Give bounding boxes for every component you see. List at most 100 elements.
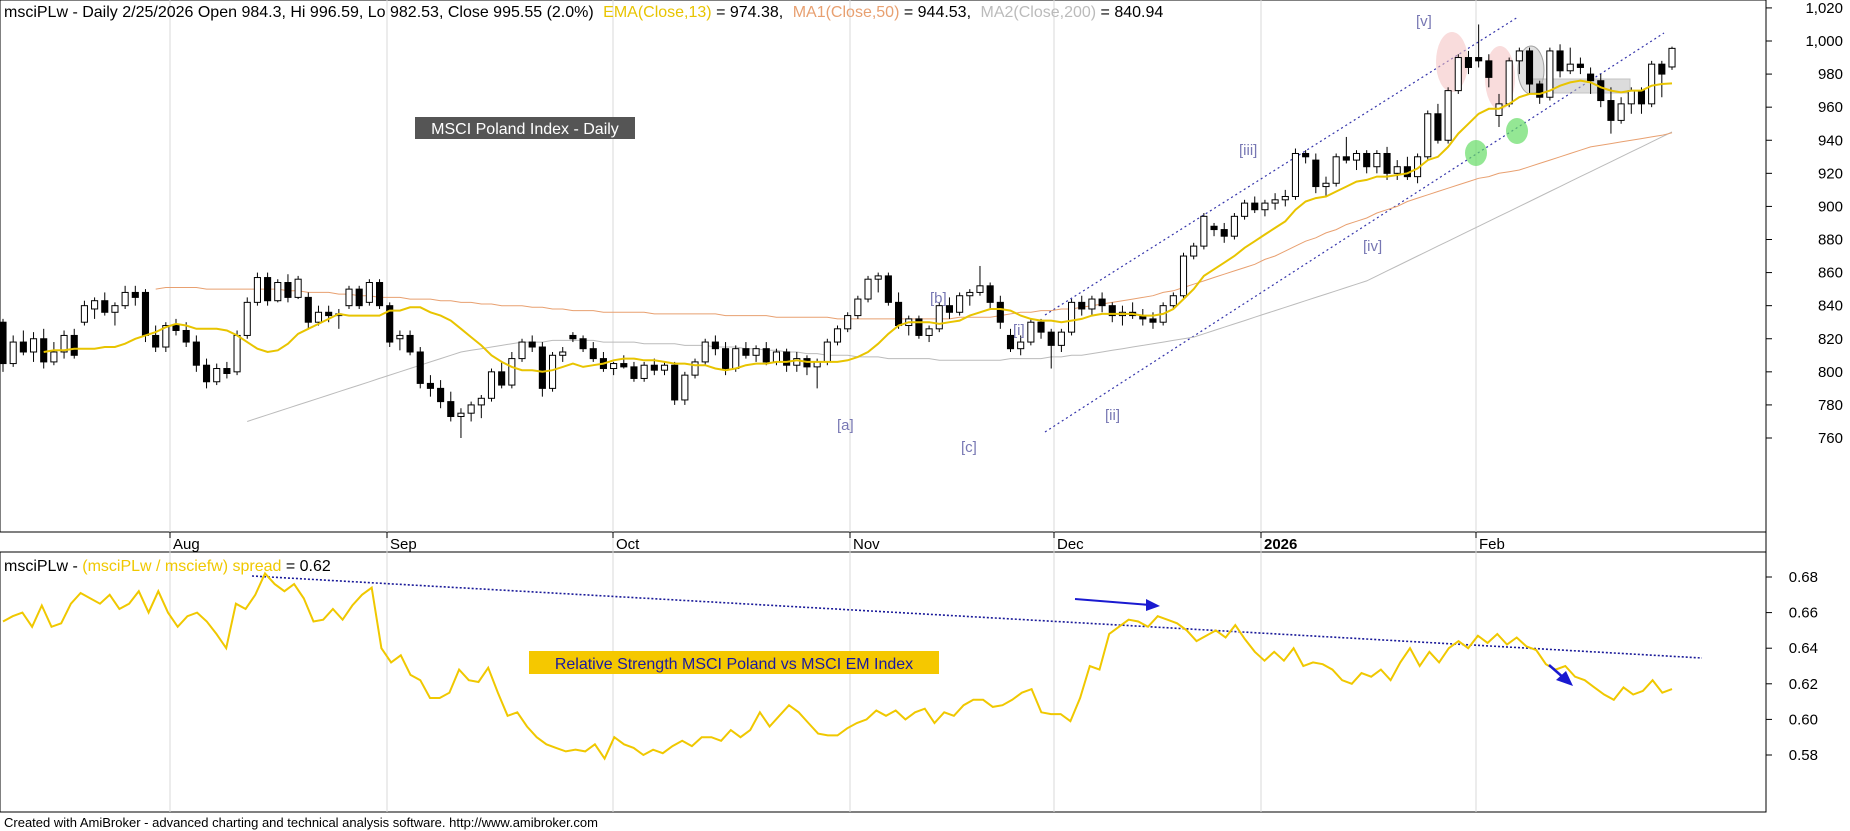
candlesticks — [0, 24, 1676, 438]
candle-body-down — [1363, 152, 1371, 168]
candle — [1241, 199, 1249, 220]
y-tick-label: 0.66 — [1789, 605, 1818, 622]
candle — [152, 325, 160, 352]
candle-body-up — [956, 295, 964, 313]
candle-body-up — [559, 351, 567, 356]
candle-body-up — [640, 364, 648, 379]
candle — [29, 332, 38, 362]
candle-body-up — [1017, 341, 1025, 350]
candle-body-down — [355, 288, 363, 307]
candle-body-down — [895, 301, 903, 327]
candle-body-down — [325, 311, 333, 317]
candle-body-down — [528, 341, 536, 348]
candle — [884, 272, 892, 306]
candle-body-up — [29, 338, 38, 353]
candle-body-up — [854, 298, 862, 317]
candle-body-down — [1098, 298, 1106, 307]
candle-body-up — [1179, 255, 1188, 297]
candle — [457, 408, 465, 438]
candle-body-down — [1607, 100, 1615, 121]
spread-line — [2, 571, 1673, 761]
candle-body-up — [467, 404, 475, 414]
candle-body-down — [996, 301, 1004, 323]
y-tick-label: 1,020 — [1805, 0, 1843, 17]
candle — [1546, 47, 1554, 101]
candle-body-down — [620, 363, 628, 368]
candle — [528, 335, 536, 352]
candle — [925, 325, 933, 343]
footer-credit: Created with AmiBroker - advanced charti… — [4, 815, 598, 830]
upper-y-axis: 1,020 1,000 980 960 940 920 900 880 860 840 820 800… — [1766, 0, 1843, 447]
candle — [274, 279, 282, 303]
candle — [1057, 328, 1065, 352]
candle — [650, 358, 658, 376]
candle-body-down — [1342, 156, 1350, 161]
candle-body-up — [1515, 50, 1523, 62]
candle — [1342, 136, 1350, 164]
candle-body-up — [518, 341, 526, 360]
arrow-right-icon — [1074, 598, 1151, 606]
lower-header-value: = 0.62 — [281, 558, 330, 575]
candle-body-up — [487, 371, 496, 399]
candle-body-down — [589, 348, 597, 360]
candle-body-up — [213, 368, 221, 383]
candle-body-up — [243, 301, 251, 336]
candle-body-up — [1444, 90, 1452, 141]
candle-body-up — [345, 288, 353, 307]
candle — [223, 361, 231, 379]
candle — [945, 297, 953, 319]
y-tick-label: 860 — [1818, 265, 1843, 282]
candle — [1220, 222, 1228, 243]
candle-body-down — [1485, 60, 1493, 78]
candle-body-down — [19, 341, 27, 353]
lower-header-formula: (msciPLw / msciefw) spread — [82, 558, 281, 575]
candle — [1617, 97, 1625, 124]
y-tick-label: 940 — [1818, 132, 1843, 149]
candle-body-down — [426, 382, 434, 389]
candle — [1576, 57, 1584, 75]
candle-body-down — [742, 348, 750, 356]
chart-title: MSCI Poland Index - Daily — [431, 121, 619, 138]
candle — [752, 345, 760, 362]
candle — [264, 272, 272, 306]
candle-body-down — [416, 351, 424, 384]
candle — [253, 272, 261, 306]
candle-body-down — [141, 291, 150, 336]
header-ma2-label: MA2(Close,200) — [980, 4, 1096, 21]
y-tick-label: 0.60 — [1789, 711, 1818, 728]
candle — [660, 361, 669, 376]
candle-body-down — [70, 334, 78, 356]
candle-body-up — [9, 341, 17, 365]
candle-body-up — [1271, 199, 1279, 204]
x-tick-label: Nov — [853, 536, 880, 553]
candle — [1200, 213, 1208, 250]
lower-y-axis: 0.68 0.66 0.64 0.62 0.60 0.58 — [1766, 569, 1818, 764]
candle — [1251, 196, 1259, 214]
candle — [833, 325, 842, 346]
candle-body-up — [548, 354, 557, 389]
x-tick-label: Aug — [173, 536, 200, 553]
candle — [1322, 176, 1330, 197]
arrowhead-right-icon — [1146, 599, 1160, 611]
candle — [589, 342, 597, 362]
vertical-gridlines — [169, 0, 1477, 812]
candle-body-up — [793, 358, 801, 366]
candle — [874, 272, 882, 293]
y-tick-label: 1,000 — [1805, 33, 1843, 50]
candle — [1454, 54, 1462, 94]
candle-body-down — [223, 368, 231, 374]
candle-body-up — [752, 348, 760, 356]
x-tick-label: Dec — [1057, 536, 1084, 553]
candle — [956, 292, 964, 316]
candle — [40, 328, 48, 369]
candle-body-down — [1475, 57, 1483, 62]
candle-body-down — [447, 401, 455, 417]
candle — [915, 315, 923, 339]
candle — [793, 351, 801, 372]
candle — [1505, 57, 1513, 108]
candle — [1302, 150, 1310, 164]
candle-body-down — [1302, 152, 1310, 158]
y-tick-label: 0.62 — [1789, 676, 1818, 693]
candle-body-up — [253, 277, 261, 303]
candle — [467, 401, 475, 422]
